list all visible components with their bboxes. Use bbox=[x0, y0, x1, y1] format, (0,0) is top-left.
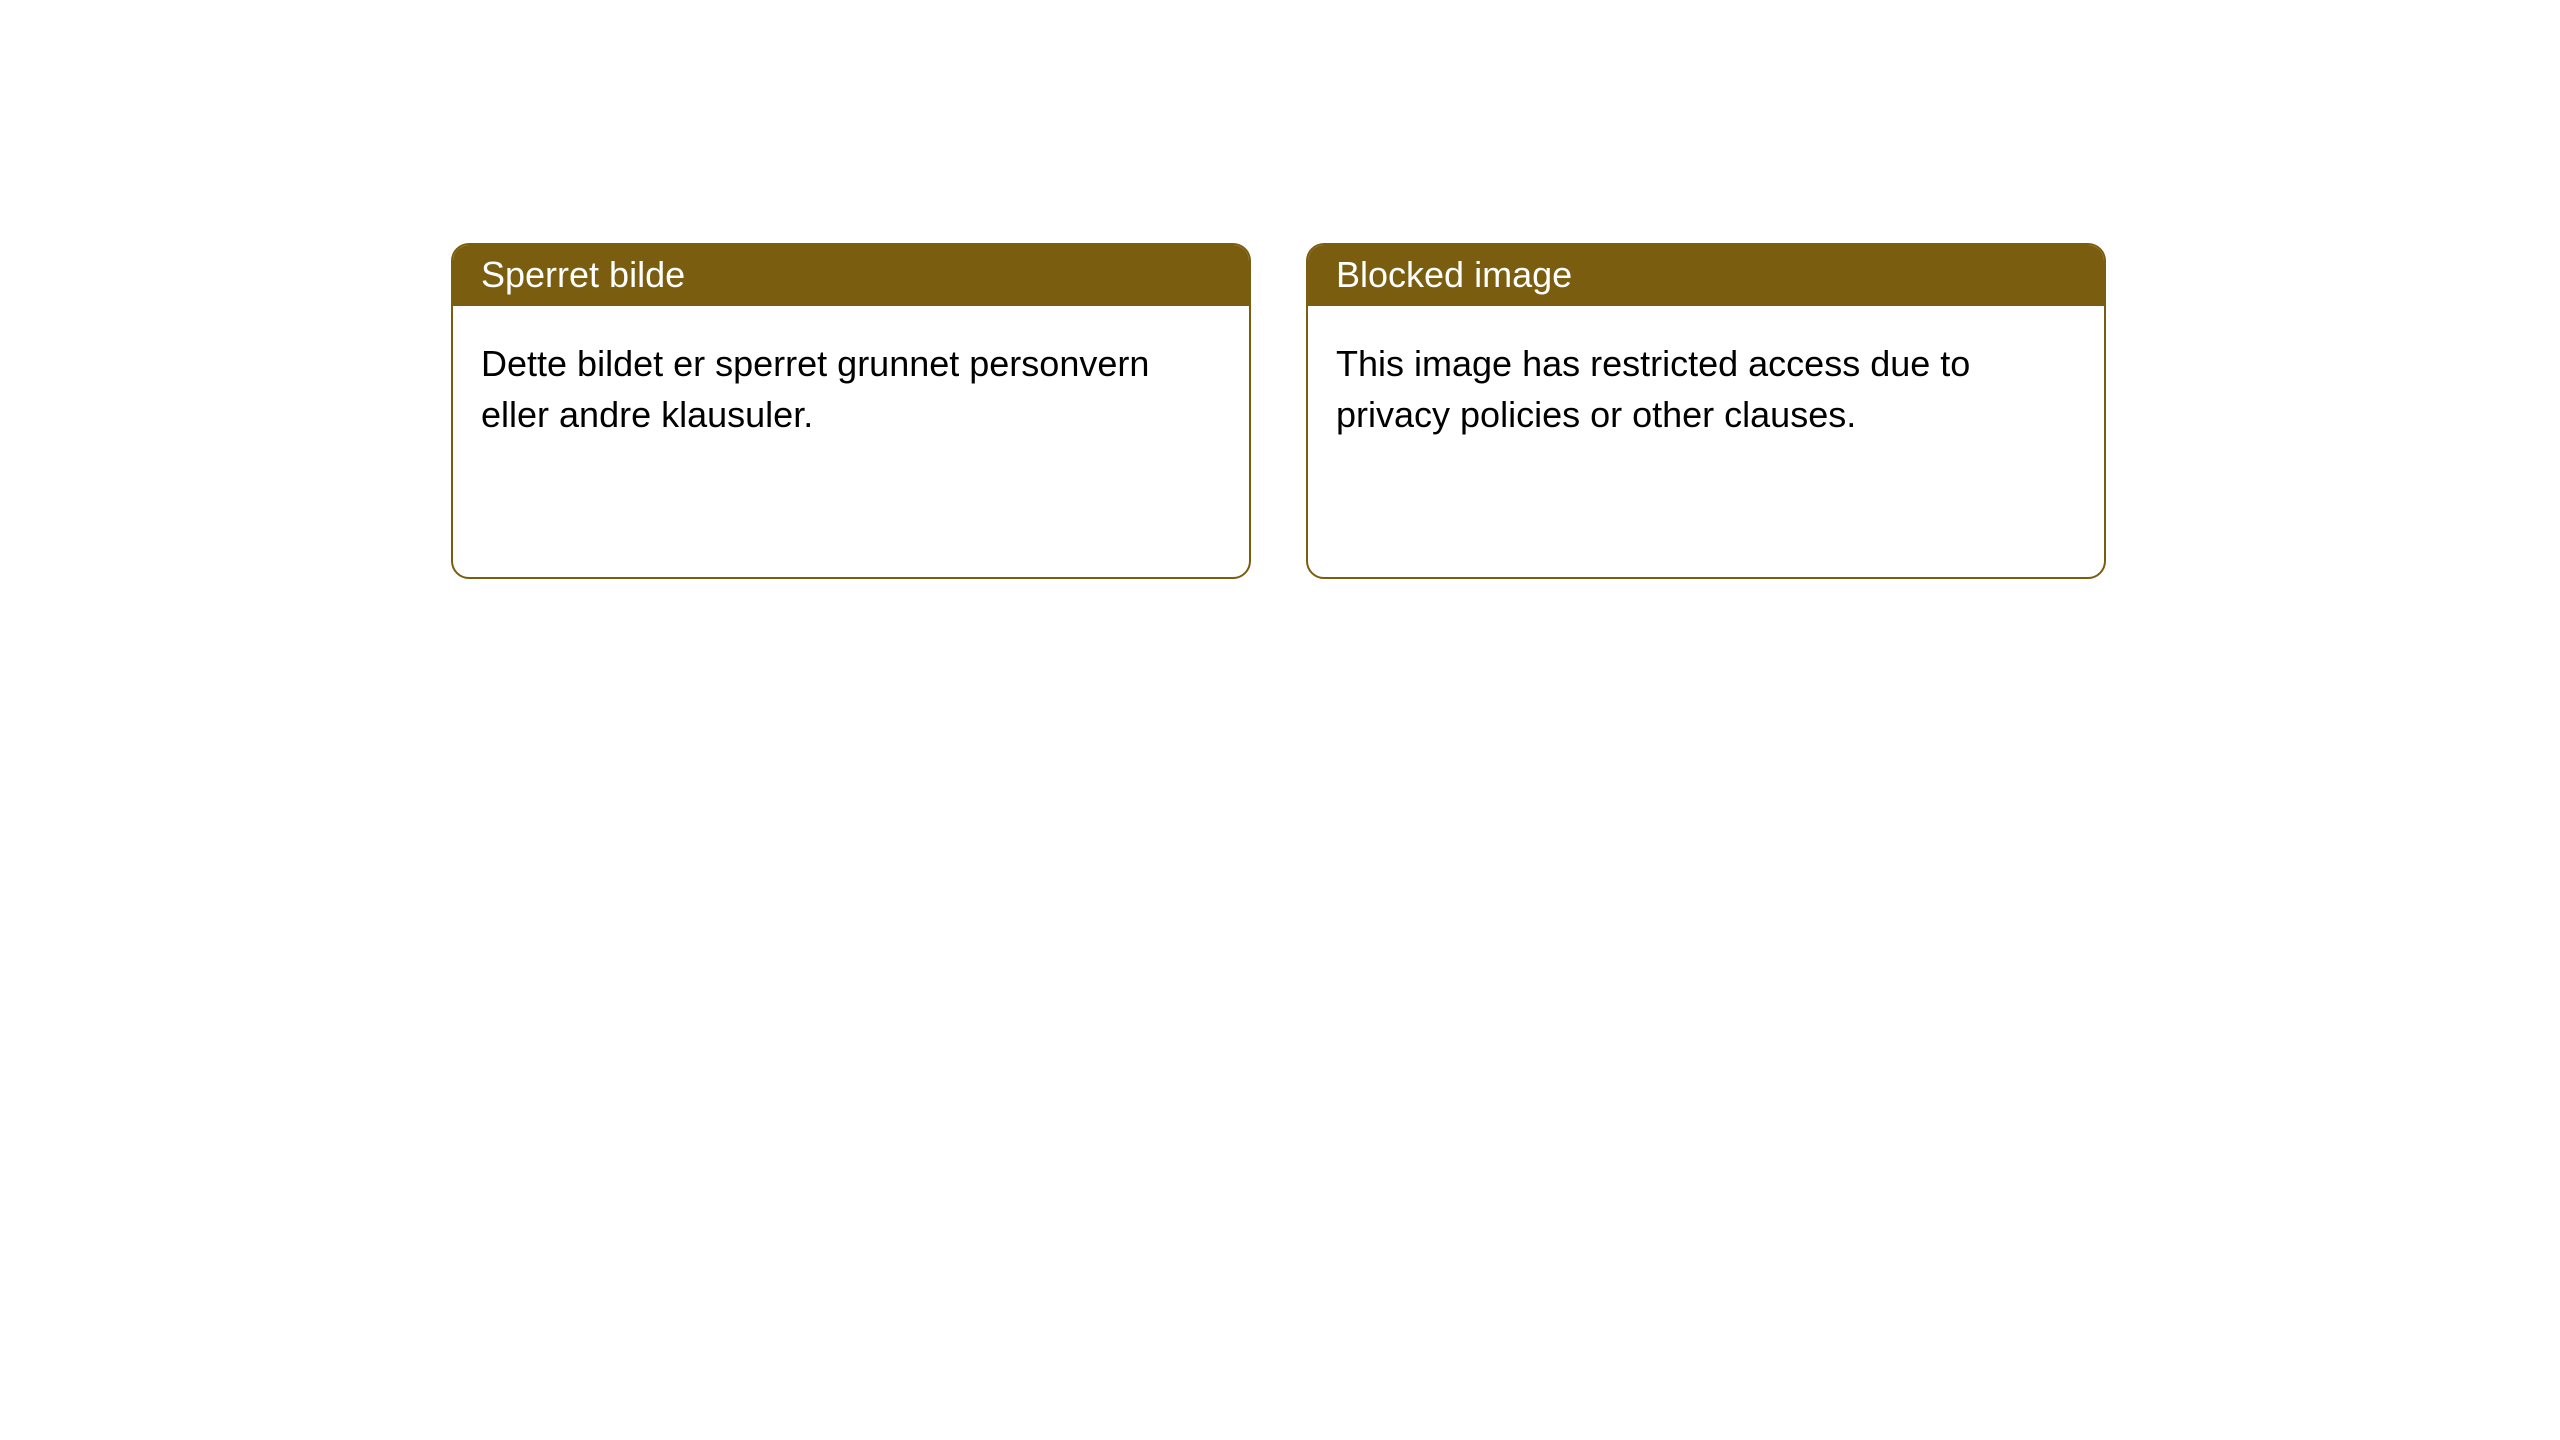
notice-container: Sperret bilde Dette bildet er sperret gr… bbox=[0, 0, 2560, 579]
notice-body-text: This image has restricted access due to … bbox=[1336, 343, 1970, 435]
notice-title: Sperret bilde bbox=[481, 254, 685, 295]
notice-header: Sperret bilde bbox=[453, 245, 1249, 306]
notice-card-english: Blocked image This image has restricted … bbox=[1306, 243, 2106, 579]
notice-title: Blocked image bbox=[1336, 254, 1572, 295]
notice-body: Dette bildet er sperret grunnet personve… bbox=[453, 306, 1249, 472]
notice-body: This image has restricted access due to … bbox=[1308, 306, 2104, 472]
notice-card-norwegian: Sperret bilde Dette bildet er sperret gr… bbox=[451, 243, 1251, 579]
notice-header: Blocked image bbox=[1308, 245, 2104, 306]
notice-body-text: Dette bildet er sperret grunnet personve… bbox=[481, 343, 1149, 435]
